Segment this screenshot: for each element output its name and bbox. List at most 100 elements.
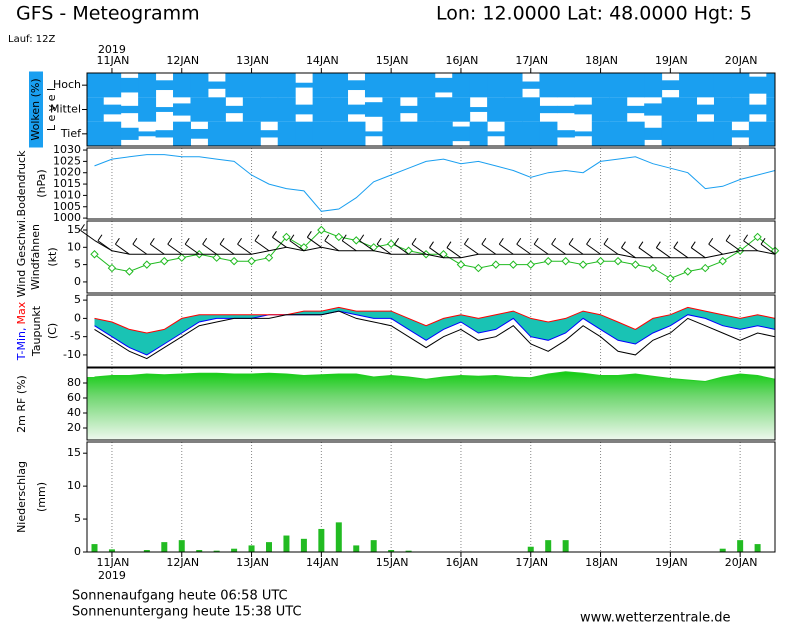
x-tick-label: 17JAN	[515, 54, 548, 67]
wind-barb	[481, 243, 497, 255]
x-tick-label: 18JAN	[585, 54, 618, 67]
cloud-cover	[539, 105, 558, 114]
panel-frame	[86, 72, 776, 147]
y-tick-label: 1015	[53, 177, 81, 190]
cloud-cover	[382, 121, 401, 146]
bar	[719, 548, 726, 552]
cloud-cover	[277, 121, 296, 146]
cloud-cover	[469, 121, 488, 146]
y-tick-label: 5	[74, 258, 81, 271]
cloud-cover	[277, 73, 296, 98]
cloud-cover	[155, 80, 174, 91]
wind-barb	[760, 243, 776, 255]
cloud-cover	[417, 97, 436, 122]
cloud-cover	[452, 97, 471, 122]
wind-barb	[394, 243, 409, 255]
wind-barb	[150, 243, 165, 255]
cloud-cover	[312, 97, 331, 122]
wind-barb	[115, 243, 130, 255]
x-tick-label: 16JAN	[446, 556, 479, 569]
bar	[108, 549, 115, 552]
cloud-cover	[609, 121, 628, 146]
cloud-cover	[434, 77, 453, 93]
cloud-cover	[173, 73, 191, 98]
ylabel-box	[29, 71, 43, 148]
cloud-cover	[487, 131, 506, 137]
cloud-cover	[522, 97, 540, 122]
cloud-cover	[434, 121, 453, 146]
wind-barb	[341, 240, 357, 252]
bar	[562, 540, 569, 552]
cloud-cover	[644, 103, 663, 116]
x-tick-label: 15JAN	[376, 54, 409, 67]
y-axis-label: Windfahnen	[29, 224, 42, 290]
cloud-cover	[295, 82, 314, 88]
cloud-cover	[696, 104, 715, 115]
wind-barb	[551, 243, 566, 255]
cloud-layer	[87, 73, 775, 146]
y-axis-unit: (mm)	[35, 482, 48, 512]
series-line	[94, 229, 776, 280]
cloud-cover	[748, 104, 767, 115]
cloud-cover	[609, 97, 628, 122]
marker	[701, 263, 710, 273]
wind-barb	[464, 243, 479, 255]
wind-barb	[237, 237, 242, 245]
cloud-cover	[295, 121, 314, 146]
x-tick-label: 13JAN	[236, 556, 269, 569]
y-axis-label: Bodendruck	[15, 150, 28, 217]
cloud-cover	[713, 97, 732, 122]
cloud-cover	[417, 121, 436, 146]
rf-fill	[87, 371, 776, 440]
marker	[352, 236, 361, 245]
cloud-cover	[469, 107, 488, 112]
marker	[212, 253, 221, 262]
cloud-cover	[696, 121, 715, 146]
wind-barb	[307, 236, 322, 248]
series-line	[94, 310, 776, 356]
cloud-cover	[609, 73, 628, 98]
marker	[160, 256, 169, 266]
bar	[754, 544, 761, 552]
wind-barb	[184, 243, 200, 255]
legend-tmin: T-Min,	[15, 328, 28, 362]
cloud-cover	[591, 121, 610, 146]
year-label: 2019	[98, 569, 126, 582]
cloud-cover	[207, 121, 226, 146]
marker	[613, 256, 623, 266]
location: Lon: 12.0000 Lat: 48.0000 Hgt: 5	[436, 3, 752, 25]
y-tick-label: 10	[67, 240, 81, 253]
wind-barb	[603, 243, 619, 255]
cloud-cover	[155, 130, 174, 138]
cloud-cover	[731, 130, 750, 138]
marker	[526, 260, 535, 269]
y-tick-label: 0	[74, 545, 81, 558]
y-tick-label: 5	[74, 512, 81, 525]
year-label: 2019	[98, 43, 126, 56]
cloud-cover	[260, 97, 279, 122]
y-axis-label: Taupunkt	[30, 305, 43, 357]
y-tick-label: -10	[63, 348, 81, 361]
y-axis-unit: (C)	[46, 323, 59, 339]
wind-barb	[394, 237, 400, 245]
marker	[282, 232, 291, 242]
cloud-cover	[487, 73, 506, 98]
cloud-cover	[173, 121, 191, 146]
cloud-cover	[312, 73, 331, 98]
wind-barb	[516, 243, 532, 255]
wind-barb	[289, 240, 305, 252]
cloud-cover	[679, 121, 698, 146]
run: Lauf: 12Z	[8, 34, 55, 45]
x-tick-label: 11JAN	[97, 54, 130, 67]
cloud-cover	[539, 73, 558, 98]
cloud-cover	[748, 121, 767, 146]
cloud-cover	[626, 105, 645, 114]
cloud-cover	[591, 97, 610, 122]
wind-barb	[568, 237, 574, 245]
wind-barb	[341, 234, 347, 242]
y-axis-unit: (kt)	[46, 247, 59, 266]
wind-barb	[411, 237, 417, 245]
cloud-cover	[87, 121, 104, 146]
cloud-cover	[487, 97, 506, 122]
marker	[543, 256, 553, 266]
